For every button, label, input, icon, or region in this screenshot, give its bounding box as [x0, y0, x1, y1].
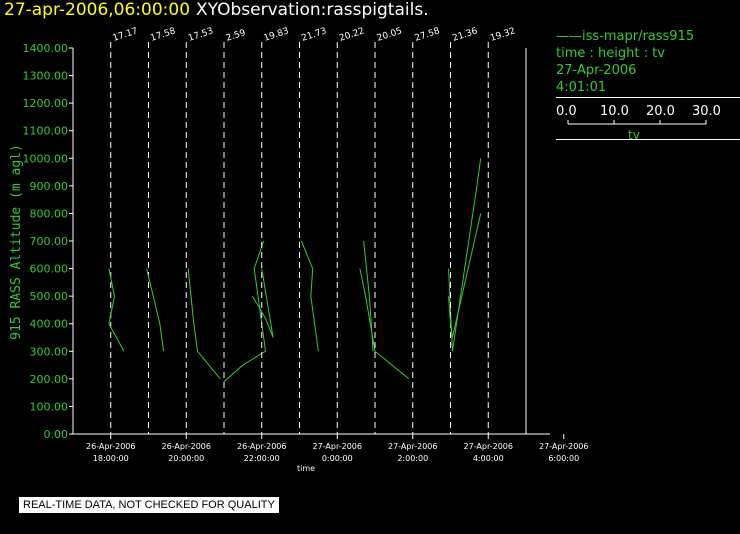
x-tick-time-label: 18:00:00	[93, 454, 129, 463]
x-axis-label: time	[297, 464, 315, 473]
profile-label: 17.53	[187, 26, 215, 43]
legend-series: ——iss-mapr/rass915	[556, 29, 695, 44]
y-tick-label: 1200.00	[23, 97, 69, 110]
profile-trace	[300, 240, 319, 352]
x-tick-date-label: 27-Apr-2006	[388, 442, 437, 451]
profile-label: 20.05	[376, 26, 404, 43]
y-axis-label: 915 RASS Altitude (m agl)	[9, 144, 24, 340]
x-tick-date-label: 26-Apr-2006	[237, 442, 286, 451]
profile-label: 21.36	[451, 26, 479, 44]
y-tick-label: 600.00	[30, 263, 69, 276]
y-tick-label: 100.00	[30, 400, 69, 413]
profile-trace	[146, 268, 165, 352]
quality-disclaimer: REAL-TIME DATA, NOT CHECKED FOR QUALITY	[19, 497, 279, 513]
profile-label: 19.83	[263, 26, 291, 43]
x-tick-time-label: 4:00:00	[473, 454, 504, 463]
x-tick-time-label: 0:00:00	[322, 454, 353, 463]
x-tick-date-label: 27-Apr-2006	[539, 442, 588, 451]
x-tick-date-label: 26-Apr-2006	[86, 442, 135, 451]
profile-trace	[187, 268, 221, 380]
profile-label: 19.32	[489, 26, 517, 43]
y-tick-label: 1000.00	[23, 152, 69, 165]
profile-trace	[108, 268, 125, 352]
x-tick-time-label: 6:00:00	[548, 454, 579, 463]
x-tick-time-label: 22:00:00	[244, 454, 280, 463]
legend-date: 27-Apr-2006	[556, 63, 637, 78]
y-tick-label: 1400.00	[23, 42, 69, 55]
profile-label: 21.73	[300, 26, 328, 43]
tv-tick-label: 10.0	[600, 104, 629, 119]
profile-trace	[223, 240, 267, 382]
tv-tick-label: 0.0	[556, 104, 577, 119]
y-tick-label: 1300.00	[23, 70, 69, 83]
title-observation: XYObservation:rasspigtails.	[196, 0, 429, 20]
profile-label: 17.58	[149, 26, 177, 44]
x-tick-date-label: 27-Apr-2006	[464, 442, 513, 451]
legend-rule-bottom	[556, 139, 740, 140]
legend-variables: time : height : tv	[556, 46, 665, 61]
y-tick-label: 700.00	[30, 235, 69, 248]
y-tick-label: 800.00	[30, 207, 69, 220]
tv-tick-label: 20.0	[646, 104, 675, 119]
profile-label: 17.17	[112, 26, 140, 43]
tv-tick-label: 30.0	[692, 104, 721, 119]
profile-trace	[359, 268, 410, 380]
x-tick-time-label: 20:00:00	[168, 454, 204, 463]
profile-trace	[448, 158, 482, 352]
y-tick-label: 900.00	[30, 180, 69, 193]
profile-label: 27.58	[414, 26, 442, 44]
title-date: 27-apr-2006,06:00:00	[4, 0, 191, 20]
y-tick-label: 500.00	[30, 290, 69, 303]
x-tick-date-label: 27-Apr-2006	[313, 442, 362, 451]
y-tick-label: 200.00	[30, 373, 69, 386]
tv-axis-label: tv	[628, 128, 640, 142]
legend-time: 4:01:01	[556, 80, 607, 95]
legend: ——iss-mapr/rass915 time : height : tv 27…	[556, 28, 740, 96]
x-tick-date-label: 26-Apr-2006	[162, 442, 211, 451]
y-tick-label: 0.00	[44, 428, 69, 441]
y-tick-label: 400.00	[30, 318, 69, 331]
profile-label: 2.59	[225, 28, 247, 44]
x-tick-time-label: 2:00:00	[397, 454, 428, 463]
y-tick-label: 1100.00	[23, 125, 69, 138]
chart-title: 27-apr-2006,06:00:00 XYObservation:rasspi…	[4, 0, 429, 20]
profile-trace	[448, 213, 482, 338]
profile-trace	[251, 268, 274, 338]
profile-label: 20.22	[338, 26, 366, 43]
legend-rule-top	[556, 97, 740, 98]
y-tick-label: 300.00	[30, 345, 69, 358]
